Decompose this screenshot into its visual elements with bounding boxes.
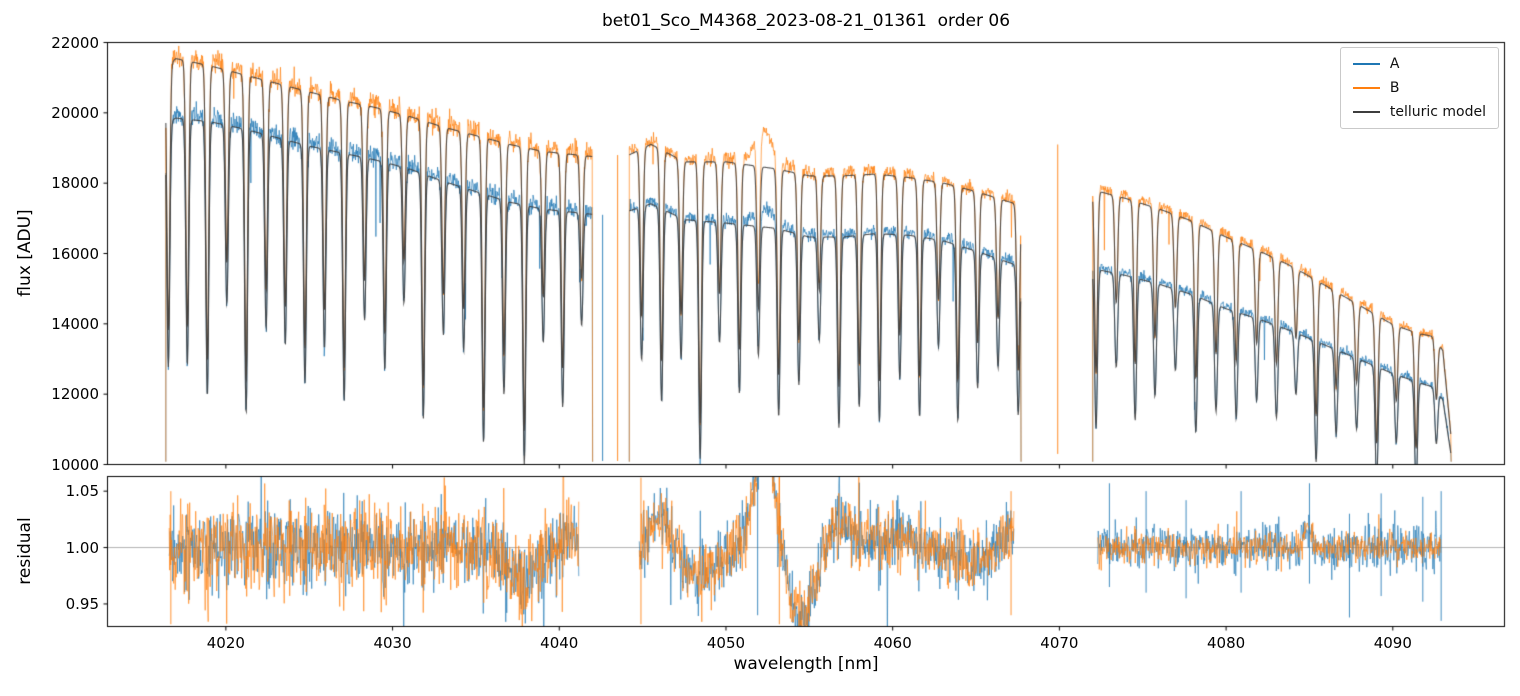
legend-line-swatch bbox=[1352, 63, 1380, 65]
flux-y-tick-label: 16000 bbox=[51, 244, 99, 263]
flux-y-tick-label: 14000 bbox=[51, 314, 99, 333]
x-tick-label: 4090 bbox=[1373, 634, 1412, 652]
legend-item-telluric-model: telluric model bbox=[1352, 104, 1486, 120]
wavelength-axis-label: wavelength [nm] bbox=[733, 654, 879, 674]
x-tick-label: 4030 bbox=[373, 634, 412, 652]
x-tick-label: 4020 bbox=[206, 634, 245, 652]
flux-y-tick-label: 22000 bbox=[51, 33, 99, 52]
flux-y-tick-label: 10000 bbox=[51, 455, 99, 474]
flux-y-tick-label: 18000 bbox=[51, 174, 99, 193]
flux-y-tick-label: 12000 bbox=[51, 385, 99, 404]
residual-y-tick-label: 1.00 bbox=[65, 538, 99, 557]
x-tick-label: 4060 bbox=[873, 634, 912, 652]
legend-line-swatch bbox=[1352, 111, 1380, 113]
residual-y-tick-label: 1.05 bbox=[65, 482, 99, 501]
x-tick-label: 4080 bbox=[1207, 634, 1246, 652]
x-tick-label: 4070 bbox=[1040, 634, 1079, 652]
legend-item-a: A bbox=[1352, 56, 1486, 72]
legend-label: B bbox=[1389, 80, 1400, 96]
legend-label: A bbox=[1389, 56, 1400, 72]
chart-title: bet01_Sco_M4368_2023-08-21_01361 order 0… bbox=[601, 11, 1011, 31]
legend-line-swatch bbox=[1352, 87, 1380, 89]
x-tick-label: 4040 bbox=[540, 634, 579, 652]
legend-item-b: B bbox=[1352, 80, 1486, 96]
legend-label: telluric model bbox=[1389, 104, 1486, 120]
x-tick-label: 4050 bbox=[706, 634, 746, 652]
flux-y-tick-label: 20000 bbox=[51, 103, 99, 122]
residual-y-tick-label: 0.95 bbox=[65, 594, 99, 613]
